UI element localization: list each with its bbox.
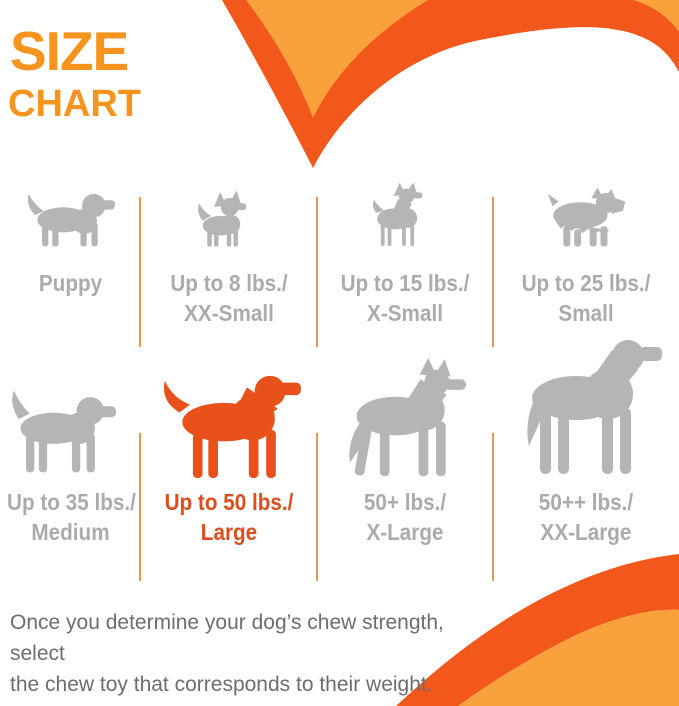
- size-cell-xx-small: Up to 8 lbs./ XX-Small: [141, 180, 317, 348]
- size-label-line2: X-Large: [366, 519, 444, 545]
- column-divider: [316, 433, 318, 581]
- size-label-line2: Small: [558, 300, 614, 326]
- size-label-line2: XX-Large: [540, 519, 632, 545]
- labrador-dog-icon: [163, 375, 301, 479]
- size-label-line1: Up to 35 lbs./: [7, 489, 136, 515]
- terrier-dog-icon: [547, 187, 626, 247]
- size-label-line2: X-Small: [367, 300, 443, 326]
- german-shepherd-dog-icon: [349, 358, 466, 477]
- size-label: Puppy: [7, 268, 134, 298]
- size-label-line1: 50+ lbs./: [363, 489, 447, 515]
- chihuahua-dog-icon: [198, 190, 247, 247]
- size-label-line2: XX-Small: [184, 300, 274, 326]
- size-label-line1: Up to 50 lbs./: [164, 489, 294, 515]
- size-cell-puppy: Puppy: [0, 180, 141, 348]
- column-divider: [139, 197, 141, 347]
- size-cell-xx-large: 50++ lbs./ XX-Large: [493, 330, 679, 600]
- size-cell-medium: Up to 35 lbs./ Medium: [0, 330, 141, 600]
- size-label-line1: Puppy: [38, 270, 103, 296]
- size-label: Up to 35 lbs./ Medium: [7, 487, 136, 547]
- size-cell-large-highlighted: Up to 50 lbs./ Large: [141, 330, 317, 600]
- size-label: Up to 50 lbs./ Large: [150, 487, 308, 547]
- size-grid-row-2: Up to 35 lbs./ Medium Up to 50 lbs./ L: [0, 330, 679, 600]
- size-grid-row-1: Puppy Up to 8 lbs./ XX-Small: [0, 180, 679, 348]
- size-label: 50++ lbs./ XX-Large: [502, 487, 669, 547]
- size-cell-small: Up to 25 lbs./ Small: [493, 180, 679, 348]
- column-divider: [492, 197, 494, 347]
- page-title-line1: SIZE: [10, 20, 129, 82]
- top-swoosh-light-fang: [246, 0, 428, 118]
- size-cell-x-large: 50+ lbs./ X-Large: [317, 330, 493, 600]
- size-label-line2: Large: [200, 519, 258, 545]
- size-label-line1: Up to 8 lbs./: [170, 270, 288, 296]
- size-label: Up to 8 lbs./ XX-Small: [150, 268, 308, 328]
- size-cell-x-small: Up to 15 lbs./ X-Small: [317, 180, 493, 348]
- column-divider: [139, 433, 141, 581]
- column-divider: [492, 433, 494, 581]
- size-label-line1: Up to 15 lbs./: [340, 270, 470, 296]
- page-title-line2: CHART: [8, 83, 141, 125]
- size-label: 50+ lbs./ X-Large: [326, 487, 484, 547]
- beagle-dog-icon: [12, 390, 116, 473]
- page-title: SIZE CHART: [8, 20, 141, 125]
- top-swoosh-dark-band: [222, 0, 679, 168]
- size-label: Up to 25 lbs./ Small: [502, 268, 669, 328]
- size-label-line1: Up to 25 lbs./: [521, 270, 651, 296]
- bottom-swoosh-light-fill: [458, 609, 679, 706]
- column-divider: [316, 197, 318, 347]
- miniature-pinscher-dog-icon: [372, 182, 423, 246]
- top-swoosh-light-corner: [633, 0, 679, 32]
- size-label: Up to 15 lbs./ X-Small: [326, 268, 484, 328]
- footer-note-line2: the chew toy that corresponds to their w…: [10, 673, 433, 696]
- size-label-line2: Medium: [31, 519, 110, 545]
- footer-note: Once you determine your dog’s chew stren…: [10, 607, 490, 700]
- size-label-line1: 50++ lbs./: [538, 489, 634, 515]
- great-dane-dog-icon: [527, 340, 662, 474]
- footer-note-line1: Once you determine your dog’s chew stren…: [10, 611, 444, 665]
- puppy-dog-icon: [27, 193, 115, 247]
